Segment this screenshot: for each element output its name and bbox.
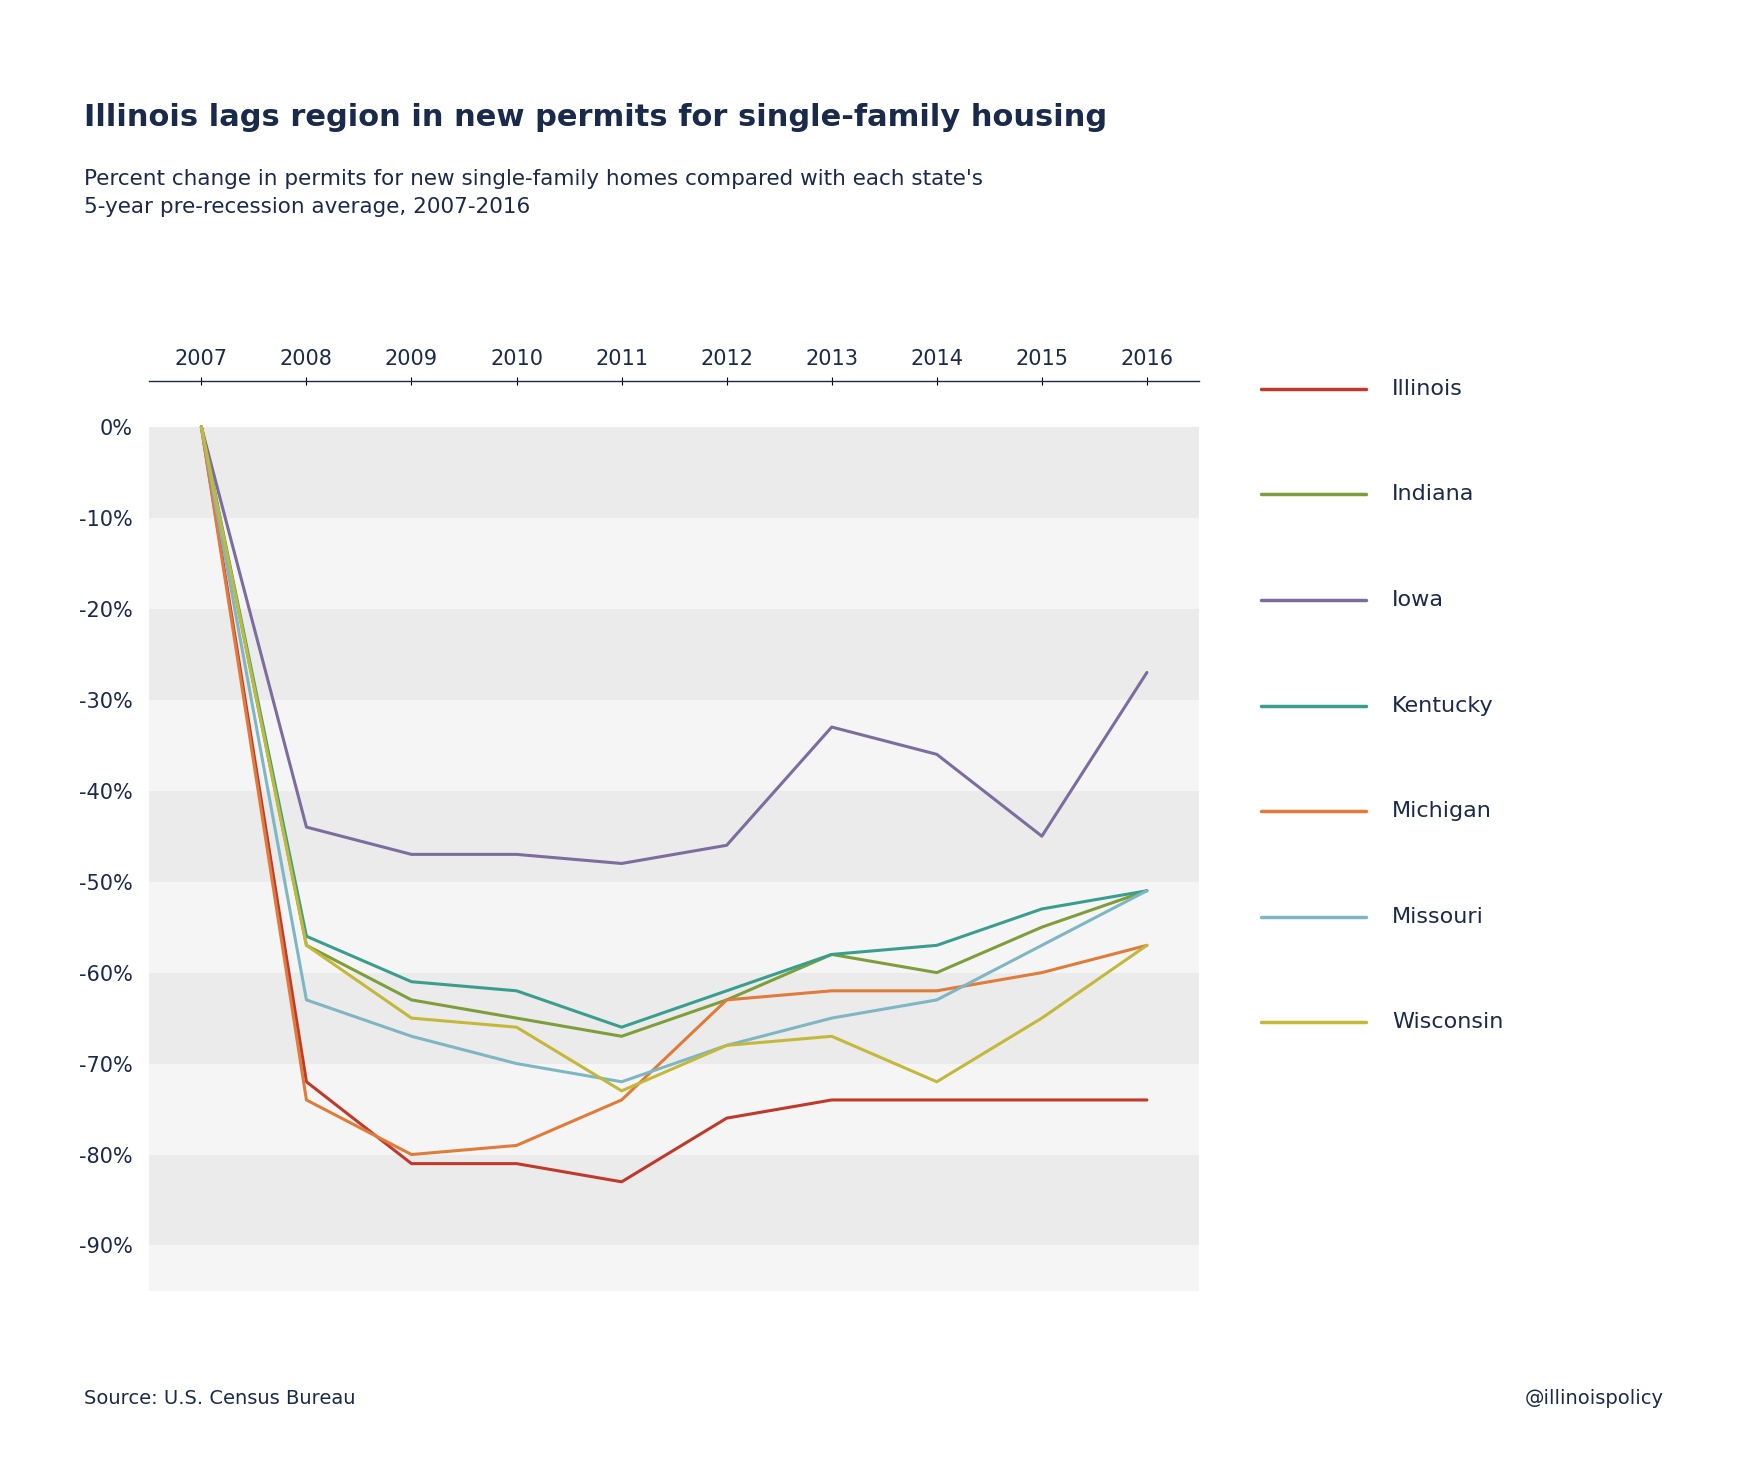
Bar: [149, 1245, 1199, 1336]
Text: Kentucky: Kentucky: [1392, 695, 1494, 716]
Bar: [149, 1155, 1199, 1245]
Text: Indiana: Indiana: [1392, 484, 1474, 505]
Bar: [149, 518, 1199, 609]
Bar: [149, 882, 1199, 973]
Bar: [149, 791, 1199, 882]
Bar: [149, 427, 1199, 518]
Bar: [149, 973, 1199, 1064]
Text: Illinois lags region in new permits for single-family housing: Illinois lags region in new permits for …: [84, 103, 1107, 132]
Bar: [149, 1064, 1199, 1155]
Text: Wisconsin: Wisconsin: [1392, 1012, 1504, 1033]
Bar: [149, 700, 1199, 791]
Text: Source: U.S. Census Bureau: Source: U.S. Census Bureau: [84, 1389, 355, 1408]
Text: Percent change in permits for new single-family homes compared with each state's: Percent change in permits for new single…: [84, 169, 982, 217]
Text: Michigan: Michigan: [1392, 801, 1492, 822]
Text: Illinois: Illinois: [1392, 378, 1462, 399]
Text: @illinoispolicy: @illinoispolicy: [1525, 1389, 1663, 1408]
Bar: [149, 609, 1199, 700]
Text: Missouri: Missouri: [1392, 907, 1483, 927]
Text: Iowa: Iowa: [1392, 590, 1445, 610]
